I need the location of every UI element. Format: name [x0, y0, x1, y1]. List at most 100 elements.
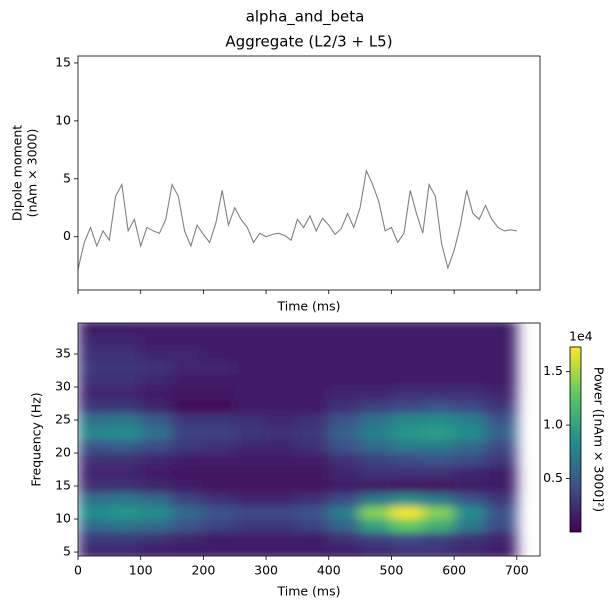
heatmap-cell: [78, 479, 110, 493]
heatmap-cell: [203, 333, 236, 348]
heatmap-cell: [78, 439, 110, 454]
heatmap-cell: [485, 518, 518, 533]
heatmap-cell: [234, 426, 267, 441]
heatmap-cell: [422, 413, 455, 427]
heatmap-cell: [328, 386, 361, 401]
heatmap-cell: [328, 439, 361, 454]
heatmap-cell: [328, 492, 361, 507]
heatmap-cell: [453, 465, 486, 480]
heatmap-cell: [140, 439, 173, 454]
heatmap-cell: [203, 347, 236, 361]
heatmap-cell: [422, 492, 455, 507]
heatmap-cell: [265, 386, 298, 401]
heatmap-cell: [265, 399, 298, 414]
heatmap-cell: [171, 413, 204, 427]
heatmap-cell: [171, 439, 204, 454]
heatmap-cell: [234, 505, 267, 520]
heatmap-cell: [265, 492, 298, 507]
heatmap-cell: [453, 323, 486, 335]
heatmap-cell: [422, 347, 455, 361]
heatmap-cell: [359, 531, 392, 546]
heatmap-cell: [203, 386, 236, 401]
heatmap-cell: [265, 545, 298, 556]
heatmap-cell: [140, 347, 173, 361]
heatmap-cell: [297, 373, 330, 388]
heatmap-cell: [453, 505, 486, 520]
y-tick-label: 5: [63, 170, 71, 185]
heatmap-cell: [422, 399, 455, 414]
heatmap-cell: [453, 373, 486, 388]
y-tick-label: 20: [55, 445, 71, 460]
heatmap-cell: [203, 452, 236, 467]
y-tick-label: 25: [55, 412, 71, 427]
heatmap-cell: [203, 373, 236, 388]
colorbar-tick-label: 1.0: [543, 417, 563, 432]
heatmap-cell: [234, 518, 267, 533]
heatmap-cell: [297, 545, 330, 556]
heatmap-cell: [171, 465, 204, 480]
heatmap-cell: [485, 452, 518, 467]
heatmap-cell: [297, 386, 330, 401]
heatmap-cell: [485, 399, 518, 414]
heatmap-cell: [78, 545, 110, 556]
heatmap-cell: [297, 505, 330, 520]
x-axis-label: Time (ms): [276, 299, 340, 314]
heatmap-cell: [485, 373, 518, 388]
heatmap-cell: [140, 545, 173, 556]
heatmap-cell: [391, 323, 424, 335]
heatmap-cell: [265, 531, 298, 546]
heatmap-cell: [234, 531, 267, 546]
heatmap-cell: [109, 413, 141, 427]
colorbar-tick-label: 1.5: [543, 363, 563, 378]
heatmap-cell: [485, 347, 518, 361]
heatmap-cell: [109, 479, 141, 493]
heatmap-cell: [109, 360, 141, 375]
heatmap-cell: [109, 505, 141, 520]
heatmap-cell: [328, 373, 361, 388]
heatmap-cell: [297, 347, 330, 361]
heatmap-cell: [297, 465, 330, 480]
y-tick-label: 10: [55, 112, 71, 127]
x-tick-label: 300: [254, 563, 278, 578]
heatmap-cell: [78, 399, 110, 414]
heatmap-cell: [171, 323, 204, 335]
colorbar: [569, 346, 582, 533]
heatmap-cell: [453, 439, 486, 454]
heatmap-cell: [485, 492, 518, 507]
heatmap-cell: [391, 386, 424, 401]
heatmap-cell: [203, 413, 236, 427]
y-axis-label: Dipole moment: [10, 125, 25, 221]
heatmap-cell: [359, 505, 392, 520]
heatmap-cell: [453, 531, 486, 546]
heatmap-cell: [485, 531, 518, 546]
heatmap-cell: [328, 426, 361, 441]
heatmap-cell: [422, 465, 455, 480]
heatmap-cell: [453, 360, 486, 375]
heatmap-cell: [453, 545, 486, 556]
heatmap-cell: [171, 505, 204, 520]
heatmap-cell: [78, 360, 110, 375]
y-tick-label: 35: [55, 346, 71, 361]
heatmap-cell: [171, 360, 204, 375]
heatmap-cell: [171, 399, 204, 414]
heatmap-cell: [171, 386, 204, 401]
line-series: [77, 168, 517, 270]
heatmap-cell: [297, 518, 330, 533]
heatmap-cell: [140, 492, 173, 507]
heatmap-cell: [328, 505, 361, 520]
heatmap-cell: [328, 545, 361, 556]
heatmap-cell: [328, 333, 361, 348]
heatmap-cell: [140, 505, 173, 520]
heatmap-cell: [422, 452, 455, 467]
heatmap-cell: [203, 439, 236, 454]
x-axis-label: Time (ms): [276, 584, 340, 599]
heatmap-cell: [453, 426, 486, 441]
heatmap-cell: [485, 545, 518, 556]
heatmap-cell: [422, 518, 455, 533]
heatmap-cell: [109, 452, 141, 467]
heatmap-cell: [359, 452, 392, 467]
heatmap-cell: [171, 347, 204, 361]
heatmap-cell: [78, 333, 110, 348]
heatmap-cell: [391, 360, 424, 375]
heatmap-cell: [391, 545, 424, 556]
